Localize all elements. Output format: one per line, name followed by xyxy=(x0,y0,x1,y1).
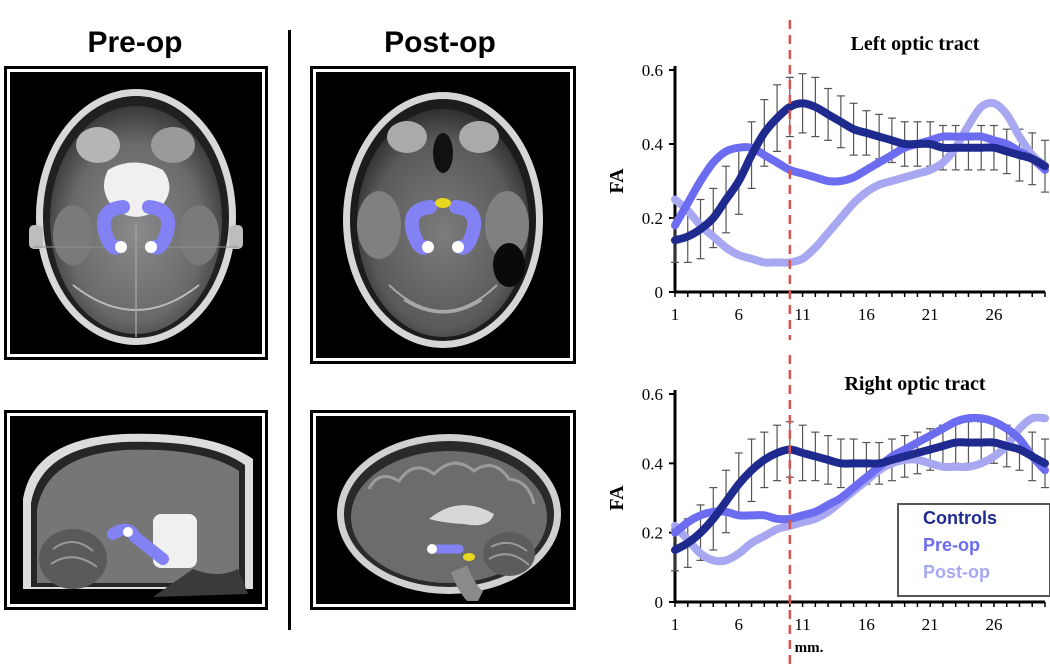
left-x-tick-label: 6 xyxy=(735,305,744,324)
left-x-tick-label: 1 xyxy=(671,305,680,324)
right-y-axis-label: FA xyxy=(606,485,628,511)
axial-postop-scan xyxy=(316,72,570,358)
legend-preop: Pre-op xyxy=(923,535,981,555)
axial-preop-scan xyxy=(10,72,262,354)
left-chart-title: Left optic tract xyxy=(851,33,980,55)
left-x-tick-label: 16 xyxy=(858,305,875,324)
left-series-preop xyxy=(671,132,1049,230)
right-x-tick-label: 16 xyxy=(858,615,875,634)
left-series-postop xyxy=(671,98,1049,267)
sagittal-postop-image xyxy=(337,434,561,601)
right-y-tick-label: 0.4 xyxy=(642,454,664,473)
legend-postop: Post-op xyxy=(923,562,990,582)
right-x-tick-label: 26 xyxy=(985,615,1002,634)
left-y-tick-label: 0 xyxy=(655,283,664,302)
left-y-axis-label: FA xyxy=(606,168,628,194)
left-x-tick-label: 21 xyxy=(922,305,939,324)
left-x-tick-label: 26 xyxy=(985,305,1002,324)
right-x-tick-label: 21 xyxy=(922,615,939,634)
left-y-tick-label: 0.6 xyxy=(642,61,663,80)
right-series-preop xyxy=(671,413,1049,537)
left-y-tick-label: 0.2 xyxy=(642,209,663,228)
left-x-tick-label: 11 xyxy=(794,305,810,324)
right-x-axis-label: mm. xyxy=(795,640,824,656)
right-y-tick-label: 0.6 xyxy=(642,385,663,404)
right-chart-title: Right optic tract xyxy=(844,373,985,395)
right-y-tick-label: 0.2 xyxy=(642,524,663,543)
chart-legend: Controls Pre-op Post-op xyxy=(897,503,1050,597)
left-y-tick-label: 0.4 xyxy=(642,135,664,154)
sagittal-preop-image xyxy=(23,433,253,597)
legend-controls: Controls xyxy=(923,508,997,528)
sagittal-postop-scan xyxy=(316,416,570,604)
right-y-tick-label: 0 xyxy=(655,593,664,612)
right-x-tick-label: 11 xyxy=(794,615,810,634)
right-x-tick-label: 1 xyxy=(671,615,680,634)
left-series-controls xyxy=(671,99,1049,245)
preop-header: Pre-op xyxy=(87,26,183,59)
right-series-controls xyxy=(671,438,1049,554)
sagittal-preop-scan xyxy=(10,416,262,604)
right-x-tick-label: 6 xyxy=(735,615,744,634)
axial-preop-image xyxy=(29,89,243,345)
column-divider xyxy=(288,30,291,630)
axial-postop-image xyxy=(343,92,543,348)
postop-header: Post-op xyxy=(384,26,496,59)
